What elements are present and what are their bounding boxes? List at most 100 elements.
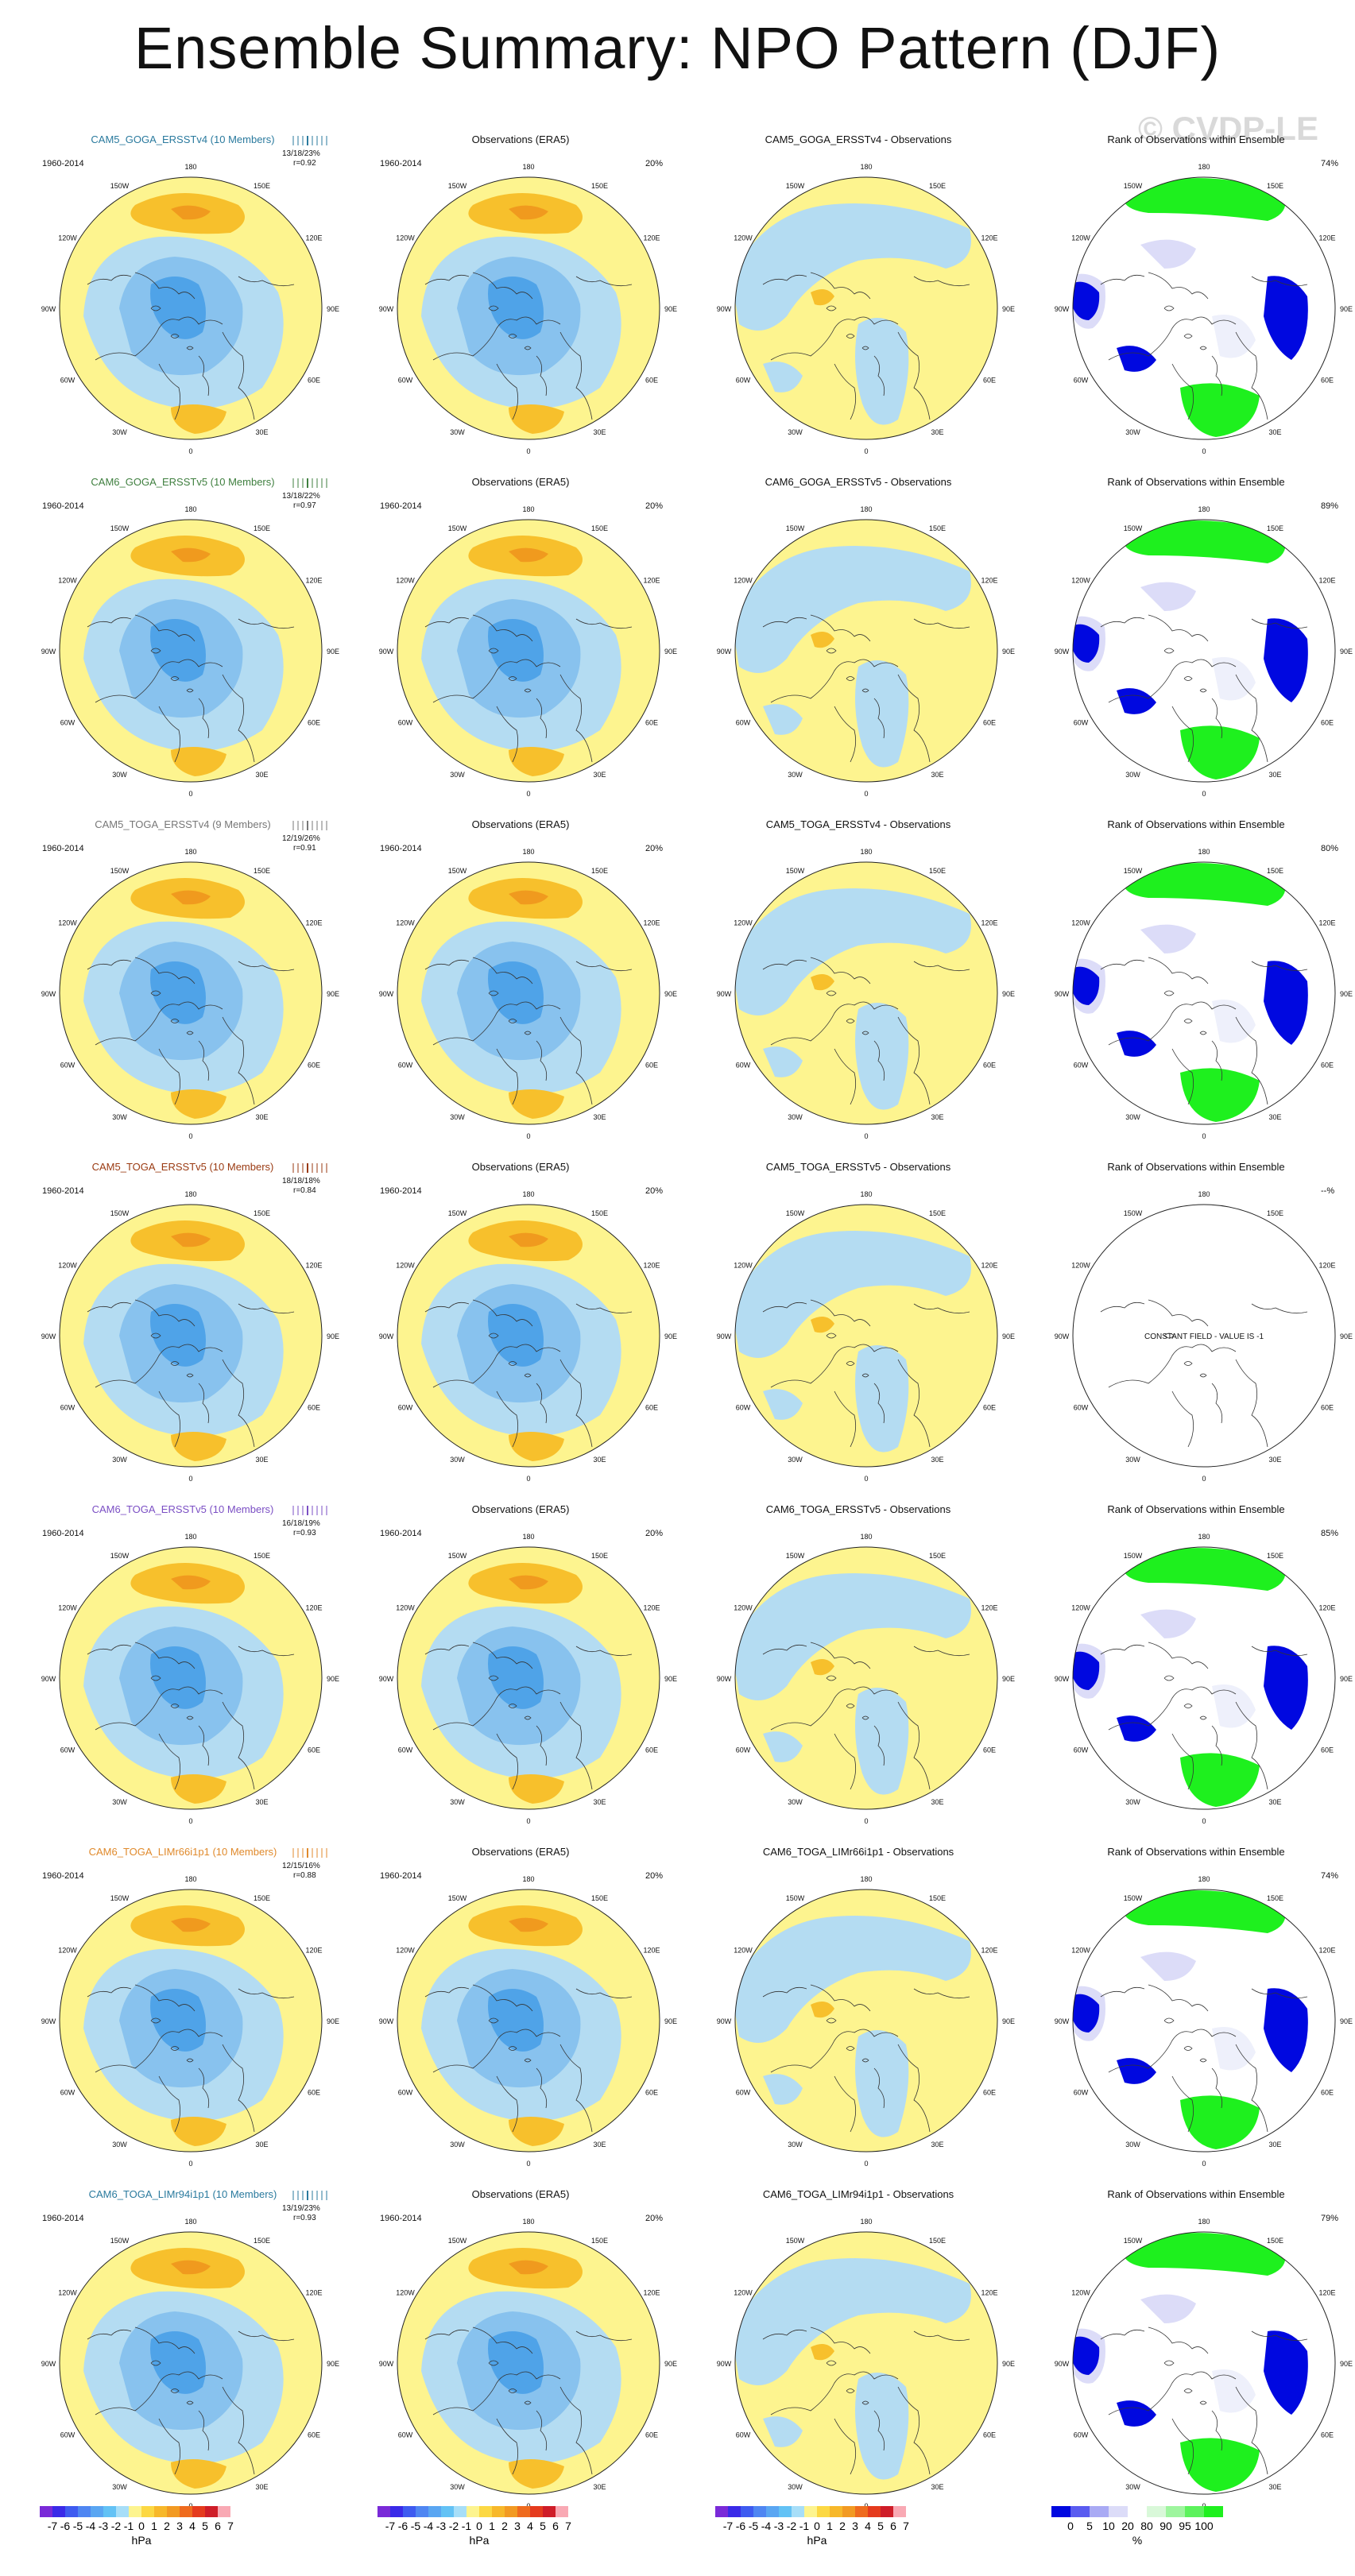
lon-label-e1: 120E (1318, 1604, 1335, 1612)
colorbar-swatch (141, 2506, 154, 2517)
lon-label-n: 180 (522, 1190, 534, 1198)
lon-label-w2: 90W (41, 1675, 56, 1683)
member-spread-ticks (292, 478, 327, 488)
lon-label-e2: 90E (664, 2017, 677, 2025)
lon-label-ne: 150E (929, 1894, 946, 1902)
lon-label-nw: 150W (448, 867, 467, 875)
row-2: CAM6_GOGA_ERSSTv5 (10 Members) 1960-2014 1… (0, 454, 1355, 798)
lon-label-e3: 60E (645, 2431, 658, 2439)
lon-label-w1: 120W (58, 1262, 77, 1270)
panel-title: CAM6_GOGA_ERSSTv5 (10 Members) (91, 476, 275, 488)
lon-label-se: 30E (931, 1456, 943, 1464)
colorbar-tick-label: 3 (852, 2520, 858, 2532)
lon-label-e3: 60E (983, 719, 996, 727)
colorbar-tick-label: -4 (761, 2520, 772, 2532)
field-obs (397, 1205, 660, 1467)
lon-label-ne: 150E (254, 2237, 270, 2245)
field-mean (60, 862, 322, 1124)
map-boundary (734, 2231, 998, 2495)
lon-label-e1: 120E (1318, 1947, 1335, 1955)
lon-label-w2: 90W (41, 990, 56, 998)
lon-label-e3: 60E (1321, 2431, 1334, 2439)
lon-label-w2: 90W (1055, 305, 1070, 313)
lon-label-w3: 60W (1074, 1404, 1089, 1412)
lon-label-w2: 90W (717, 1675, 732, 1683)
lon-label-ne: 150E (591, 524, 608, 532)
lon-label-ne: 150E (1267, 1894, 1283, 1902)
lon-label-se: 30E (593, 1113, 606, 1121)
lon-label-e3: 60E (645, 377, 658, 385)
lon-label-se: 30E (255, 2141, 268, 2149)
panel-obs: Observations (ERA5) 1960-2014 20% 180 150W 15… (358, 1481, 683, 1825)
lon-label-sw: 30W (450, 771, 465, 779)
panel-rank: Rank of Observations within Ensemble 85% 1… (1033, 1481, 1355, 1825)
lon-label-w1: 120W (58, 577, 77, 585)
lon-label-e3: 60E (645, 1062, 658, 1069)
member-spread-ticks (292, 1848, 327, 1858)
lon-label-se: 30E (593, 1798, 606, 1806)
map-boundary (59, 861, 323, 1125)
field-obs (397, 862, 660, 1124)
lon-label-e1: 120E (1318, 1262, 1335, 1270)
lon-label-ne: 150E (591, 182, 608, 190)
colorbar-swatch (1147, 2506, 1166, 2517)
lon-label-nw: 150W (786, 1894, 805, 1902)
lon-label-e2: 90E (1002, 1332, 1015, 1340)
lon-label-w2: 90W (379, 2017, 394, 2025)
field-diff (735, 1205, 997, 1467)
stats-percent: 16/18/19% (282, 1519, 320, 1528)
colorbar-swatch (1204, 2506, 1223, 2517)
colorbar-swatch (766, 2506, 779, 2517)
colorbar-tick-label: -4 (86, 2520, 96, 2532)
lon-label-e3: 60E (1321, 1062, 1334, 1069)
lon-label-se: 30E (255, 1798, 268, 1806)
lon-label-e1: 120E (981, 919, 997, 927)
lon-label-s: 0 (1202, 1475, 1206, 1483)
lon-label-n: 180 (184, 163, 196, 171)
stats: 13/19/23% r=0.93 (282, 2204, 320, 2223)
field-rank (1073, 1547, 1335, 1809)
stats-percent: 13/19/23% (282, 2204, 320, 2213)
map-boundary (1072, 1889, 1336, 2152)
obs-pct: 20% (645, 501, 664, 511)
coastlines (1100, 614, 1308, 763)
lon-label-w3: 60W (398, 1746, 413, 1754)
lon-label-e1: 120E (305, 1947, 322, 1955)
lon-label-sw: 30W (1125, 1456, 1140, 1464)
colorbar-tick-label: 4 (189, 2520, 196, 2532)
panel-title: CAM6_TOGA_LIMr94i1p1 (10 Members) (88, 2188, 277, 2200)
lon-label-se: 30E (593, 2141, 606, 2149)
lon-label-sw: 30W (112, 1113, 127, 1121)
lon-label-ne: 150E (929, 524, 946, 532)
lon-label-w3: 60W (736, 1404, 751, 1412)
colorbar-swatch (792, 2506, 804, 2517)
stats: 16/18/19% r=0.93 (282, 1519, 320, 1538)
lon-label-n: 180 (184, 505, 196, 513)
stats: 18/18/18% r=0.84 (282, 1177, 320, 1196)
panel-title: CAM6_TOGA_LIMr66i1p1 (10 Members) (88, 1846, 277, 1858)
lon-label-s: 0 (864, 1817, 868, 1825)
colorbar-swatch (868, 2506, 881, 2517)
lon-label-e3: 60E (983, 2089, 996, 2097)
lon-label-ne: 150E (591, 2237, 608, 2245)
colorbar-swatch (1166, 2506, 1185, 2517)
lon-label-sw: 30W (112, 2483, 127, 2491)
field-rank (1073, 2232, 1335, 2494)
lon-label-e1: 120E (1318, 2289, 1335, 2297)
lon-label-w2: 90W (379, 648, 394, 656)
lon-label-sw: 30W (450, 1456, 465, 1464)
lon-label-s: 0 (526, 790, 530, 798)
panel-mean: CAM6_TOGA_LIMr94i1p1 (10 Members) 1960-20… (20, 2166, 346, 2510)
lon-label-e3: 60E (308, 1404, 320, 1412)
lon-label-w1: 120W (396, 919, 415, 927)
lon-label-s: 0 (188, 790, 192, 798)
panel-title: Rank of Observations within Ensemble (1107, 476, 1285, 488)
lon-label-ne: 150E (1267, 867, 1283, 875)
panel-diff: CAM6_TOGA_LIMr66i1p1 - Observations 180 15… (695, 1824, 1021, 2168)
